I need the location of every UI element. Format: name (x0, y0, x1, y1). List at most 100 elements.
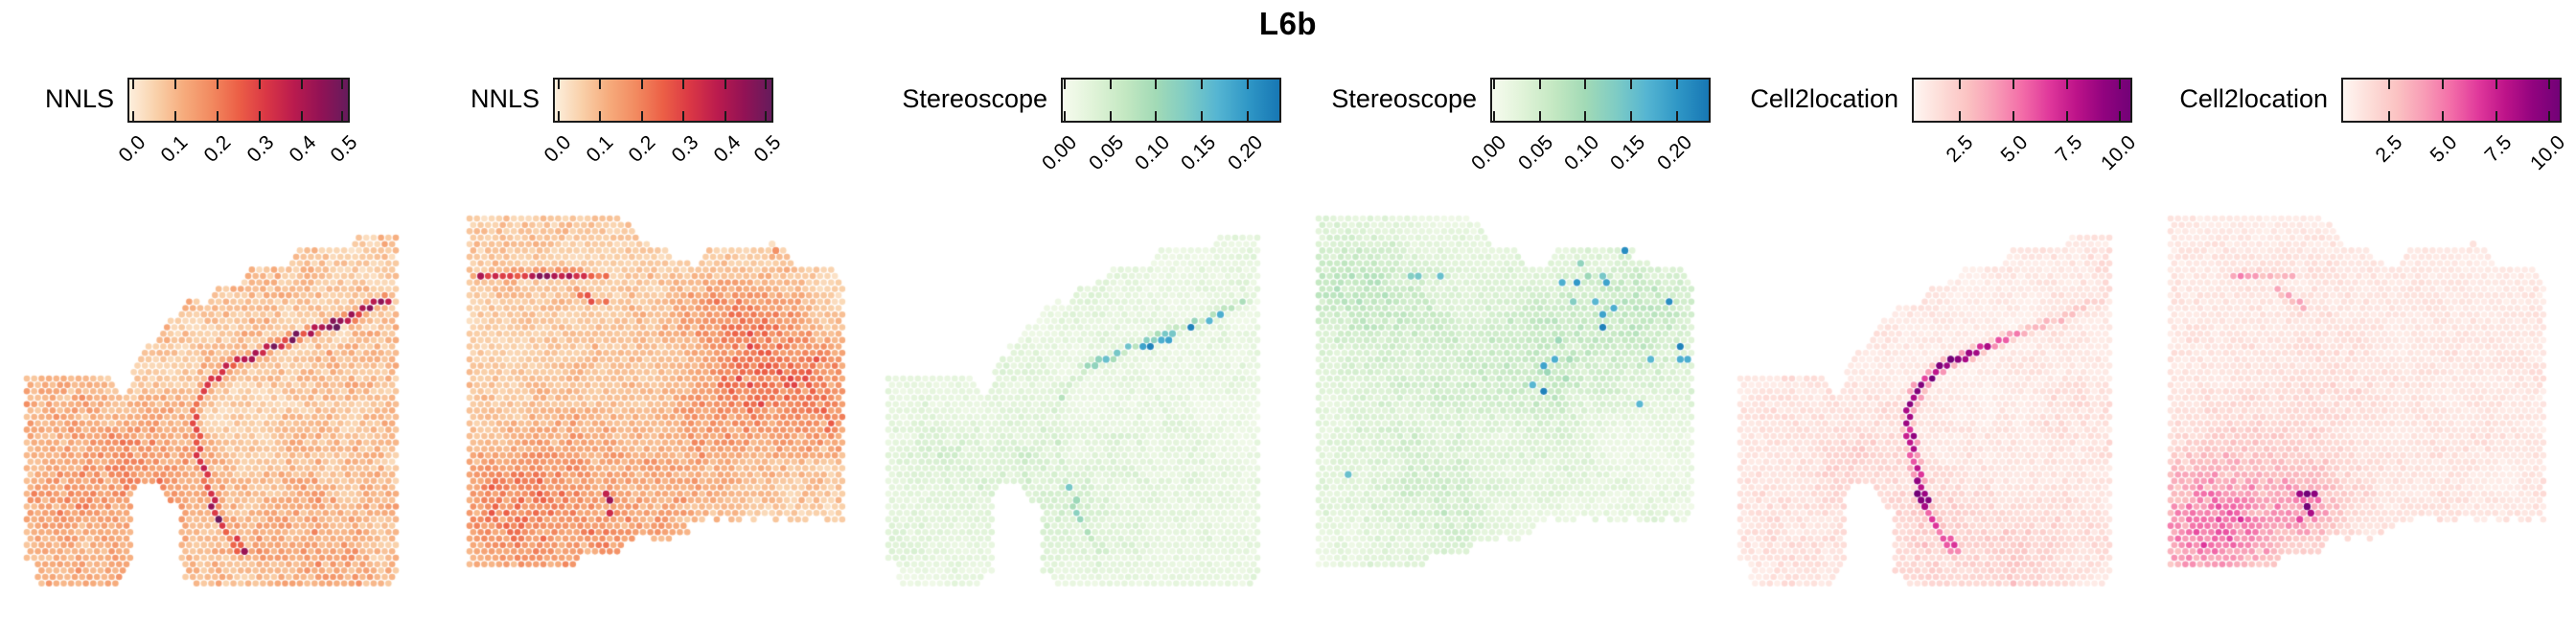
colorbar-tick-label: 0.1 (156, 131, 193, 167)
colorbar-tick-mark (557, 111, 560, 121)
colorbar-tick-label: 0.0 (540, 131, 576, 167)
colorbar-tick-mark (258, 80, 261, 89)
colorbar-tick-mark (340, 80, 343, 89)
colorbar-tick-label: 0.20 (1224, 131, 1268, 175)
colorbar-tick-mark (216, 80, 218, 89)
colorbar-tick-mark (1584, 80, 1587, 89)
colorbar-tick-mark (640, 111, 643, 121)
colorbar-tick-mark (131, 80, 134, 89)
colorbar-tick-label: 0.0 (114, 131, 150, 167)
colorbar-tick-mark (1959, 111, 1962, 121)
colorbar-tick-label: 7.5 (2480, 131, 2517, 167)
colorbar-tick-mark (1155, 80, 1158, 89)
colorbar-tick-label: 0.00 (1038, 131, 1082, 175)
colorbar-tick-mark (300, 111, 303, 121)
panel-stereoscope-section1: Stereoscope 0.00 0.05 0.10 0.15 0.20 (859, 0, 1288, 644)
colorbar-tick-mark (1539, 111, 1542, 121)
colorbar-tick-mark (2496, 111, 2498, 121)
colorbar-tick-mark (2012, 111, 2015, 121)
colorbar-tick-mark (2548, 80, 2551, 89)
colorbar-tick-mark (682, 111, 685, 121)
colorbar-tick-mark (2388, 80, 2391, 89)
colorbar-tick-mark (1110, 80, 1113, 89)
method-label: NNLS (44, 84, 114, 113)
colorbar-tick-label: 2.5 (2371, 131, 2407, 167)
colorbar-tick-label: 0.2 (199, 131, 236, 167)
colorbar-tick-label: 2.5 (1942, 131, 1978, 167)
colorbar-tick-mark (2496, 80, 2498, 89)
colorbar-tick-mark (2066, 80, 2069, 89)
colorbar-tick-mark (1629, 111, 1632, 121)
colorbar-tick-label: 10.0 (2097, 131, 2141, 175)
colorbar-tick-mark (1063, 80, 1066, 89)
colorbar-tick-label: 0.4 (286, 131, 321, 167)
colorbar-tick-label: 0.15 (1606, 131, 1650, 175)
colorbar-tick-label: 0.15 (1177, 131, 1221, 175)
colorbar-tick-mark (1155, 111, 1158, 121)
colorbar-tick-label: 7.5 (2051, 131, 2087, 167)
colorbar-tick-mark (2442, 80, 2445, 89)
method-label: NNLS (470, 84, 540, 113)
colorbar-tick-mark (764, 111, 767, 121)
colorbar-tick-mark (173, 80, 176, 89)
colorbar (2341, 78, 2562, 123)
colorbar-tick-labels: 0.0 0.1 0.2 0.3 0.4 0.5 (429, 0, 859, 192)
colorbar-tick-mark (131, 111, 134, 121)
colorbar-tick-mark (1675, 80, 1678, 89)
colorbar-tick-label: 0.00 (1467, 131, 1511, 175)
panel-cell2location-section1: Cell2location 2.5 5.0 7.5 10.0 (1717, 0, 2147, 644)
colorbar-tick-mark (1200, 111, 1203, 121)
colorbar-tick-label: 0.4 (709, 131, 746, 167)
colorbar-tick-label: 0.05 (1514, 131, 1558, 175)
colorbar-tick-mark (599, 80, 602, 89)
colorbar-tick-mark (764, 80, 767, 89)
colorbar-tick-label: 0.20 (1653, 131, 1697, 175)
colorbar-tick-mark (724, 80, 726, 89)
colorbar-tick-mark (173, 111, 176, 121)
colorbar-tick-label: 10.0 (2526, 131, 2570, 175)
colorbar-tick-mark (1246, 80, 1249, 89)
colorbar-tick-labels: 0.00 0.05 0.10 0.15 0.20 (1288, 0, 1717, 192)
panel-nnls-section1: NNLS 0.0 0.1 0.2 0.3 0.4 0.5 (0, 0, 429, 644)
panel-nnls-section2: NNLS 0.0 0.1 0.2 0.3 0.4 0.5 (429, 0, 859, 644)
colorbar-tick-mark (2066, 111, 2069, 121)
colorbar-tick-mark (1539, 80, 1542, 89)
colorbar-tick-mark (300, 80, 303, 89)
colorbar-tick-mark (1063, 111, 1066, 121)
colorbar-tick-labels: 0.0 0.1 0.2 0.3 0.4 0.5 (0, 0, 429, 192)
colorbar-tick-mark (258, 111, 261, 121)
colorbar-tick-labels: 2.5 5.0 7.5 10.0 (2147, 0, 2576, 192)
colorbar-tick-labels: 0.00 0.05 0.10 0.15 0.20 (859, 0, 1288, 192)
colorbar-tick-mark (724, 111, 726, 121)
panel-cell2location-section2: Cell2location 2.5 5.0 7.5 10.0 (2147, 0, 2576, 644)
colorbar-tick-mark (1200, 80, 1203, 89)
colorbar-tick-mark (2012, 80, 2015, 89)
colorbar-tick-labels: 2.5 5.0 7.5 10.0 (1717, 0, 2147, 192)
colorbar-tick-label: 0.10 (1131, 131, 1175, 175)
colorbar (1061, 78, 1281, 123)
colorbar-tick-label: 0.3 (667, 131, 702, 167)
colorbar-tick-mark (1675, 111, 1678, 121)
method-label: Cell2location (1750, 84, 1898, 113)
colorbar-tick-mark (2442, 111, 2445, 121)
colorbar-tick-label: 0.3 (242, 131, 279, 167)
colorbar-tick-mark (1629, 80, 1632, 89)
colorbar (1912, 78, 2132, 123)
colorbar (553, 78, 773, 123)
colorbar (127, 78, 350, 123)
panel-stereoscope-section2: Stereoscope 0.00 0.05 0.10 0.15 0.20 (1288, 0, 1717, 644)
colorbar-tick-label: 5.0 (1996, 131, 2033, 167)
method-label: Stereoscope (902, 84, 1047, 113)
colorbar-tick-mark (599, 111, 602, 121)
colorbar-tick-label: 0.5 (326, 131, 362, 167)
colorbar-tick-label: 0.2 (624, 131, 660, 167)
colorbar-tick-mark (2548, 111, 2551, 121)
colorbar-tick-mark (2119, 111, 2122, 121)
colorbar-tick-mark (2119, 80, 2122, 89)
colorbar-tick-mark (557, 80, 560, 89)
colorbar-tick-mark (640, 80, 643, 89)
colorbar-tick-label: 0.05 (1085, 131, 1129, 175)
colorbar-tick-mark (1959, 80, 1962, 89)
colorbar-tick-mark (340, 111, 343, 121)
colorbar-tick-label: 0.1 (582, 131, 618, 167)
